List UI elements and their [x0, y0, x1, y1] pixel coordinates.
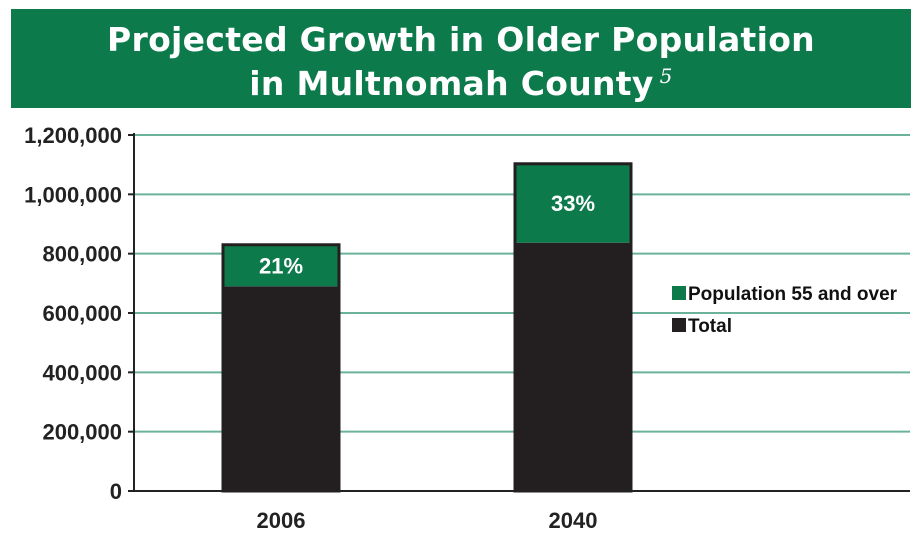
- y-tick-label-2: 400,000: [42, 360, 122, 385]
- y-tick-label-1: 200,000: [42, 420, 122, 445]
- chart-title-line-2: in Multnomah County 5: [11, 58, 911, 102]
- x-tick-label-2006: 2006: [257, 508, 306, 533]
- legend-label-total: Total: [688, 316, 732, 337]
- y-tick-label-4: 800,000: [42, 242, 122, 267]
- bar-2040-total: [515, 242, 631, 491]
- x-tick-label-2040: 2040: [549, 508, 598, 533]
- title-footnote: 5: [659, 64, 673, 88]
- bar-2040-older: [515, 163, 631, 243]
- chart-title-line-1: Projected Growth in Older Population: [107, 20, 815, 59]
- y-tick-label-3: 600,000: [42, 301, 122, 326]
- chart-title-banner: Projected Growth in Older Population in …: [11, 9, 911, 108]
- y-tick-label-0: 0: [110, 479, 122, 504]
- chart-title-line-2-text: in Multnomah County: [249, 64, 654, 103]
- legend-label-older: Population 55 and over: [688, 284, 898, 305]
- bar-data-label-2040: 33%: [551, 191, 595, 216]
- legend-swatch-total: [672, 318, 686, 332]
- legend-swatch-older: [672, 286, 686, 300]
- bar-data-label-2006: 21%: [259, 254, 303, 279]
- y-tick-label-5: 1,000,000: [24, 182, 122, 207]
- bar-2006-total: [223, 286, 339, 491]
- y-tick-label-6: 1,200,000: [24, 123, 122, 148]
- bar-2006-older: [223, 244, 339, 287]
